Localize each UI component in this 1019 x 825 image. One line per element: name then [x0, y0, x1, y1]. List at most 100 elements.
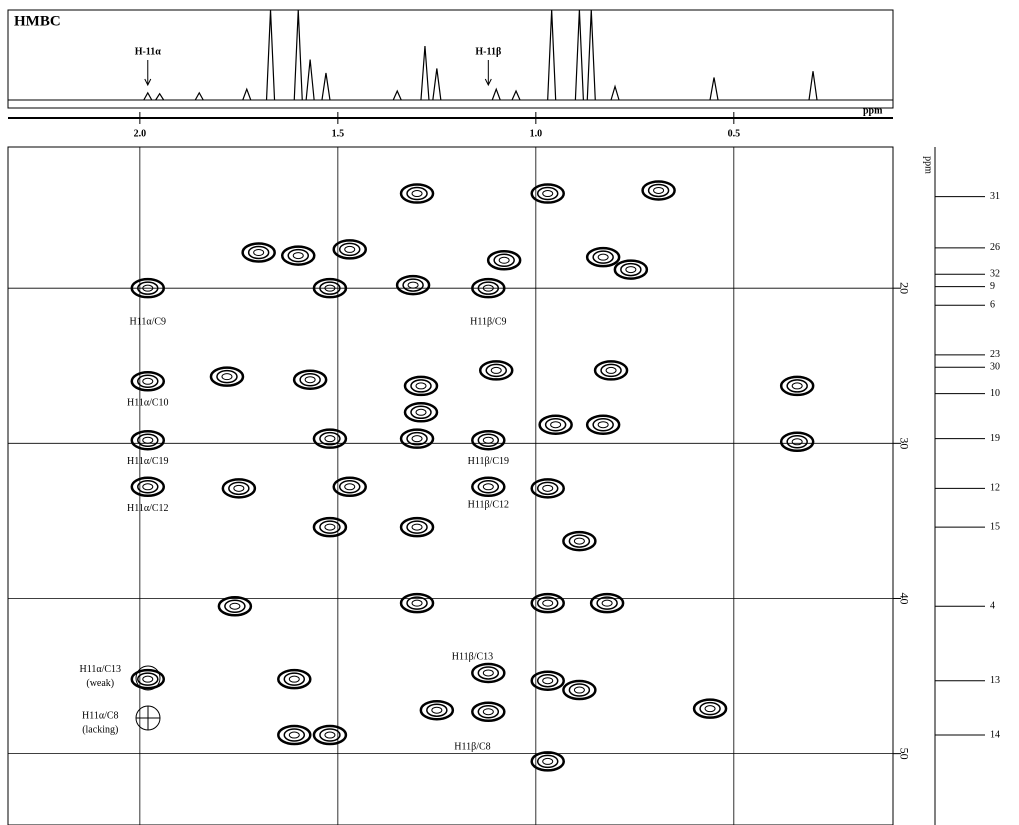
cross-peak [412, 524, 422, 530]
cross-peak [325, 436, 335, 442]
cross-peak [543, 485, 553, 491]
cross-peak [569, 535, 589, 547]
cross-peak [288, 250, 308, 262]
cross-peak [305, 377, 315, 383]
peak-annotation: H11β/C12 [468, 500, 509, 511]
cross-peak [543, 758, 553, 764]
cross-peak [569, 684, 589, 696]
cross-peak [538, 597, 558, 609]
proton-annotation: H-11α [135, 46, 162, 57]
proton-peak [294, 10, 302, 100]
y-tick-label: 40 [897, 592, 911, 604]
proton-peak [393, 91, 401, 100]
cross-peak [574, 687, 584, 693]
arrow [485, 60, 491, 85]
proton-peak [421, 46, 429, 100]
cross-peak [602, 600, 612, 606]
cross-peak [320, 729, 340, 741]
carbon-label: 30 [990, 362, 1000, 373]
cross-peak [483, 670, 493, 676]
x-tick-label: 0.5 [728, 128, 741, 139]
carbon-label: 19 [990, 433, 1000, 444]
cross-peak [606, 367, 616, 373]
cross-peak [225, 600, 245, 612]
cross-peak [792, 439, 802, 445]
cross-peak [345, 246, 355, 252]
y-tick-label: 50 [897, 748, 911, 760]
cross-peak [626, 267, 636, 273]
cross-peak [551, 422, 561, 428]
carbon-label: 10 [990, 388, 1000, 399]
cross-peak [403, 279, 423, 291]
cross-peak [593, 419, 613, 431]
cross-peak [654, 187, 664, 193]
cross-peak [483, 709, 493, 715]
cross-peak [787, 436, 807, 448]
peak-annotation: H11α/C12 [127, 503, 169, 514]
cross-peak [143, 484, 153, 490]
cross-peak [574, 538, 584, 544]
cross-peak [222, 374, 232, 380]
cross-peak [289, 732, 299, 738]
carbon-label: 23 [990, 349, 1000, 360]
cross-peak [483, 437, 493, 443]
proton-peak [512, 91, 520, 100]
peak-annotation: (weak) [86, 678, 114, 689]
y-tick-label: 30 [897, 437, 911, 449]
cross-peak [320, 521, 340, 533]
x-axis-label: ppm [863, 105, 883, 116]
cross-peak [407, 188, 427, 200]
cross-peak [412, 436, 422, 442]
cross-peak [249, 247, 269, 259]
cross-peak [499, 257, 509, 263]
cross-peak [416, 383, 426, 389]
cross-peak [593, 251, 613, 263]
cross-peak [538, 675, 558, 687]
cross-peak [601, 364, 621, 376]
cross-peak [621, 264, 641, 276]
cross-peak [598, 422, 608, 428]
cross-peak [217, 371, 237, 383]
y-tick-label: 20 [897, 282, 911, 294]
cross-peak [230, 603, 240, 609]
carbon-label: 15 [990, 521, 1000, 532]
x-tick-label: 1.5 [332, 128, 345, 139]
cross-peak [340, 481, 360, 493]
carbon-label: 12 [990, 483, 1000, 494]
carbon-label: 32 [990, 269, 1000, 280]
carbon-label: 6 [990, 300, 995, 311]
cross-peak [407, 521, 427, 533]
cross-peak [538, 755, 558, 767]
proton-peak [809, 71, 817, 100]
cross-peak [700, 703, 720, 715]
cross-peak [138, 375, 158, 387]
arrow [145, 60, 151, 85]
carbon-label: 4 [990, 601, 995, 612]
proton-peak [433, 69, 441, 101]
peak-annotation: H11α/C13 [79, 664, 121, 675]
cross-peak [538, 188, 558, 200]
cross-peak [427, 704, 447, 716]
cross-peak [229, 482, 249, 494]
y-axis-label: ppm [923, 156, 934, 174]
carbon-label: 26 [990, 242, 1000, 253]
cross-peak [543, 600, 553, 606]
proton-peak [306, 60, 314, 101]
peak-annotation: H11α/C8 [82, 711, 119, 722]
cross-peak [325, 732, 335, 738]
cross-peak [340, 243, 360, 255]
proton-peak [710, 78, 718, 101]
proton-peak [156, 94, 164, 100]
cross-peak [597, 597, 617, 609]
cross-peak [293, 253, 303, 259]
cross-peak [705, 706, 715, 712]
peak-annotation: H11α/C19 [127, 456, 169, 467]
carbon-label: 14 [990, 729, 1000, 740]
proton-peak [195, 93, 203, 100]
cross-peak [325, 524, 335, 530]
proton-peak [548, 10, 556, 100]
cross-peak [284, 729, 304, 741]
proton-peak [243, 89, 251, 100]
cross-peak [491, 367, 501, 373]
cross-peak [411, 380, 431, 392]
